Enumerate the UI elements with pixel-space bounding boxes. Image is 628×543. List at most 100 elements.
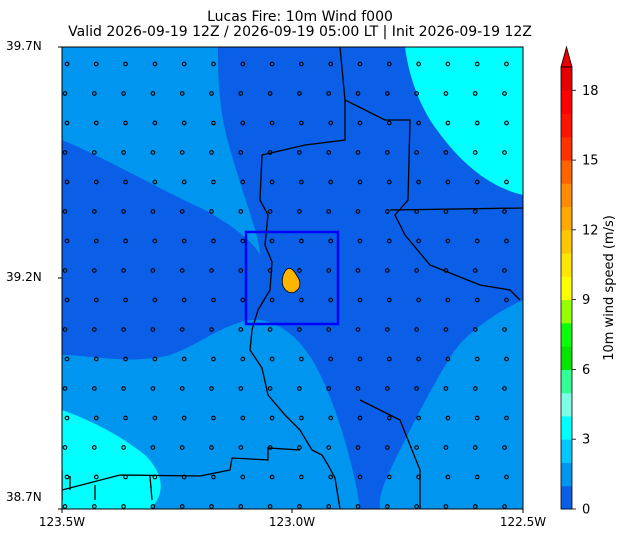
wind-calm-marker — [267, 268, 273, 273]
wind-calm-marker — [384, 91, 390, 96]
wind-calm-marker — [326, 445, 332, 450]
wind-calm-marker — [121, 91, 126, 96]
wind-calm-marker — [211, 356, 216, 362]
wind-calm-marker — [267, 209, 273, 214]
wind-calm-marker — [502, 91, 507, 96]
wind-calm-marker — [504, 61, 509, 67]
wind-calm-marker — [443, 91, 449, 96]
wind-calm-marker — [297, 209, 302, 214]
wind-calm-marker — [502, 150, 507, 155]
wind-calm-marker — [504, 415, 509, 421]
wind-calm-marker — [269, 61, 275, 67]
wind-calm-marker — [474, 179, 480, 185]
x-tick-label: 122.5W — [499, 515, 547, 529]
wind-calm-marker — [445, 61, 451, 67]
wind-calm-marker — [179, 150, 185, 155]
wind-calm-marker — [93, 474, 99, 480]
wind-calm-marker — [414, 504, 419, 509]
wind-calm-marker — [445, 356, 451, 362]
wind-calm-marker — [150, 209, 156, 214]
wind-calm-marker — [328, 120, 334, 126]
wind-calm-marker — [64, 120, 70, 126]
wind-calm-marker — [269, 474, 275, 480]
wind-calm-marker — [240, 61, 246, 67]
wind-calm-marker — [93, 415, 99, 421]
colorbar-tick-label: 0 — [582, 503, 590, 518]
wind-calm-marker — [123, 356, 128, 362]
county-boundary-center — [249, 100, 346, 509]
wind-calm-marker — [181, 238, 187, 244]
colorbar-segment — [561, 462, 572, 487]
y-tick-label: 39.7N — [6, 39, 42, 53]
wind-marker-grid — [62, 61, 509, 509]
wind-calm-marker — [443, 445, 449, 450]
wind-calm-marker — [326, 504, 332, 509]
colorbar-label: 10m wind speed (m/s) — [602, 215, 617, 361]
wind-calm-marker — [414, 445, 419, 450]
wind-calm-marker — [209, 268, 214, 273]
wind-calm-marker — [150, 504, 156, 509]
wind-calm-marker — [502, 209, 507, 214]
wind-calm-marker — [181, 61, 187, 67]
wind-calm-marker — [238, 91, 244, 96]
wind-calm-marker — [384, 386, 390, 391]
colorbar-tick-label: 3 — [582, 433, 590, 448]
wind-calm-marker — [472, 209, 478, 214]
wind-calm-marker — [384, 327, 390, 332]
wind-calm-marker — [93, 238, 99, 244]
wind-calm-marker — [355, 445, 361, 450]
wind-calm-marker — [121, 150, 126, 155]
wind-calm-marker — [355, 150, 361, 155]
wind-calm-marker — [384, 445, 390, 450]
wind-calm-marker — [326, 268, 332, 273]
wind-calm-marker — [416, 61, 421, 67]
wind-calm-marker — [209, 386, 214, 391]
wind-calm-marker — [62, 209, 68, 214]
colorbar-segment — [561, 439, 572, 463]
wind-calm-marker — [179, 268, 185, 273]
wind-calm-marker — [179, 504, 185, 509]
wind-calm-marker — [179, 209, 185, 214]
wind-calm-marker — [443, 268, 449, 273]
wind-calm-marker — [238, 504, 244, 509]
wind-calm-marker — [267, 386, 273, 391]
wind-calm-marker — [443, 386, 449, 391]
wind-calm-marker — [416, 474, 421, 480]
wind-calm-marker — [93, 179, 99, 185]
wind-calm-marker — [152, 120, 158, 126]
wind-calm-marker — [328, 474, 334, 480]
wind-calm-marker — [328, 356, 334, 362]
wind-calm-marker — [502, 386, 507, 391]
wind-calm-marker — [297, 268, 302, 273]
colorbar-segment — [561, 299, 572, 324]
axis-ticks — [58, 46, 524, 513]
colorbar-segment — [561, 113, 572, 138]
wind-calm-marker — [414, 386, 419, 391]
wind-calm-marker — [472, 91, 478, 96]
wind-calm-marker — [152, 356, 158, 362]
colorbar-segment — [561, 485, 572, 510]
wind-calm-marker — [416, 415, 421, 421]
wind-calm-marker — [209, 504, 214, 509]
wind-calm-marker — [326, 209, 332, 214]
wind-calm-marker — [91, 209, 97, 214]
map-subtitle: Valid 2026-09-19 12Z / 2026-09-19 05:00 … — [68, 24, 532, 40]
wind-calm-marker — [123, 415, 128, 421]
wind-calm-marker — [64, 415, 70, 421]
wind-calm-marker — [474, 238, 480, 244]
wind-calm-marker — [299, 474, 304, 480]
y-tick-label: 39.2N — [6, 270, 42, 284]
colorbar-segment — [561, 369, 572, 394]
colorbar-segment — [561, 392, 572, 417]
wind-calm-marker — [211, 297, 216, 303]
wind-calm-marker — [474, 297, 480, 303]
wind-calm-marker — [64, 297, 70, 303]
wind-calm-marker — [414, 268, 419, 273]
wind-calm-marker — [269, 120, 275, 126]
wind-calm-marker — [414, 150, 419, 155]
wind-calm-marker — [357, 415, 363, 421]
wind-calm-marker — [326, 150, 332, 155]
wind-calm-marker — [179, 445, 185, 450]
wind-calm-marker — [297, 327, 302, 332]
